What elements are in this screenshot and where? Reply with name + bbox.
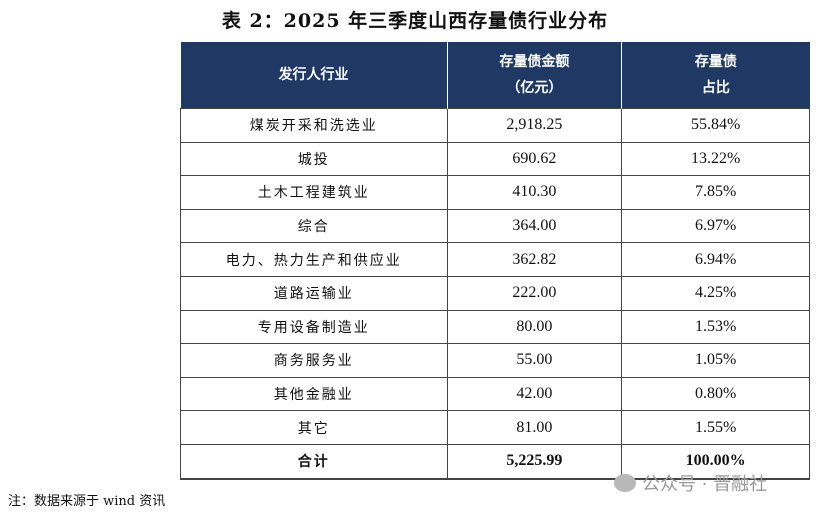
table-row: 电力、热力生产和供应业 362.82 6.94%	[180, 242, 810, 277]
header-amount-unit: （亿元）	[506, 80, 563, 96]
amount-cell: 222.00	[446, 275, 623, 311]
table-row: 道路运输业 222.00 4.25%	[180, 275, 810, 311]
table-row: 其它 81.00 1.55%	[180, 410, 810, 445]
share-cell: 1.55%	[621, 410, 810, 445]
bond-industry-table: 发行人行业 存量债金额 （亿元） 存量债 占比 煤炭开采和洗选业 2,918.25 55…	[180, 42, 810, 480]
share-cell: 55.84%	[621, 108, 810, 143]
industry-cell: 道路运输业	[180, 275, 448, 311]
amount-cell: 364.00	[446, 208, 623, 244]
industry-cell: 城投	[180, 141, 448, 177]
industry-cell: 合计	[180, 443, 448, 480]
amount-cell: 690.62	[446, 141, 623, 177]
amount-cell: 5,225.99	[446, 443, 623, 480]
industry-cell: 其他金融业	[180, 376, 448, 412]
share-cell: 6.97%	[621, 208, 810, 244]
table-row: 商务服务业 55.00 1.05%	[180, 343, 810, 378]
header-amount-label: 存量债金额	[499, 54, 570, 70]
header-share-unit: 占比	[701, 80, 730, 96]
amount-cell: 42.00	[446, 376, 623, 412]
table-row: 土木工程建筑业 410.30 7.85%	[180, 175, 810, 210]
share-cell: 0.80%	[621, 376, 810, 412]
industry-cell: 商务服务业	[180, 343, 448, 378]
amount-cell: 55.00	[446, 343, 623, 378]
table-title: 表 2：2025 年三季度山西存量债行业分布	[221, 10, 609, 32]
table-row: 综合 364.00 6.97%	[180, 208, 810, 244]
share-cell: 1.53%	[621, 309, 810, 345]
amount-cell: 362.82	[446, 242, 623, 277]
table-row: 城投 690.62 13.22%	[180, 141, 810, 177]
industry-cell: 综合	[180, 208, 448, 244]
amount-cell: 2,918.25	[446, 108, 623, 143]
industry-cell: 电力、热力生产和供应业	[180, 242, 448, 277]
total-row: 合计 5,225.99 100.00%	[180, 443, 810, 480]
share-cell: 1.05%	[621, 343, 810, 378]
share-cell: 13.22%	[621, 141, 810, 177]
table-header: 发行人行业 存量债金额 （亿元） 存量债占比	[180, 42, 810, 109]
table-row: 煤炭开采和洗选业 2,918.25 55.84%	[180, 108, 810, 143]
source-note: 注：数据来源于 wind 资讯	[8, 494, 166, 509]
table-row: 其他金融业 42.00 0.80%	[180, 376, 810, 412]
header-share-label: 存量债	[694, 54, 737, 70]
amount-cell: 80.00	[446, 309, 623, 345]
header-amount: 存量债金额 （亿元）	[446, 42, 622, 109]
header-share: 存量债 占比	[621, 42, 810, 109]
industry-cell: 专用设备制造业	[180, 309, 448, 345]
watermark: 公众号 · 晋融社	[614, 470, 767, 496]
share-cell: 4.25%	[621, 275, 810, 311]
share-cell: 7.85%	[621, 175, 810, 210]
watermark-text: 公众号 · 晋融社	[642, 474, 768, 495]
industry-cell: 土木工程建筑业	[180, 175, 448, 210]
industry-cell: 煤炭开采和洗选业	[180, 108, 448, 143]
share-cell: 100.00%	[621, 443, 810, 480]
header-industry: 发行人行业	[180, 42, 447, 109]
table-row: 专用设备制造业 80.00 1.53%	[180, 309, 810, 345]
share-cell: 6.94%	[621, 242, 810, 277]
wechat-icon	[614, 474, 636, 492]
industry-cell: 其它	[180, 410, 448, 445]
amount-cell: 410.30	[446, 175, 623, 210]
amount-cell: 81.00	[446, 410, 623, 445]
